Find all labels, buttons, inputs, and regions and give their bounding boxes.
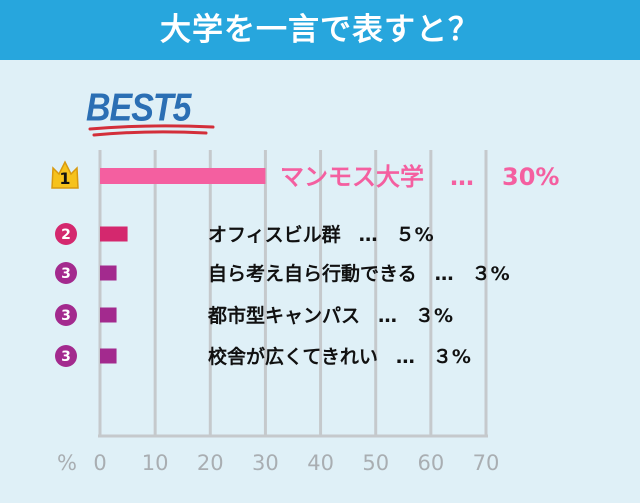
bar [100, 265, 117, 281]
x-tick-label: 10 [142, 451, 169, 475]
category-label: 自ら考え自ら行動できる [208, 262, 417, 285]
data-label: 30% [502, 163, 559, 191]
data-label: ５% [396, 224, 434, 246]
x-tick-label: 20 [197, 451, 224, 475]
x-tick-label: 50 [362, 451, 389, 475]
rank-badge [55, 304, 77, 326]
rank-number: 3 [61, 266, 71, 282]
rank-badge [55, 262, 77, 284]
crown-icon [51, 160, 79, 189]
data-label: ３% [433, 346, 471, 368]
header-banner: 大学を一言で表すと？ [0, 0, 640, 60]
best-underline [88, 124, 215, 137]
category-label: オフィスビル群 [208, 223, 341, 246]
rank-number: 3 [61, 349, 71, 365]
rank-badge [55, 223, 77, 245]
rank-number: 2 [61, 227, 71, 243]
x-tick-label: 70 [473, 451, 500, 475]
separator: … [450, 163, 474, 191]
page-title: 大学を一言で表すと？ [160, 12, 480, 48]
bar [100, 307, 117, 323]
x-tick-label: 0 [93, 451, 106, 475]
bar [100, 226, 128, 242]
category-label: 都市型キャンパス [207, 304, 360, 327]
data-label: ３% [415, 305, 453, 327]
category-label: マンモス大学 [280, 163, 424, 191]
bar [100, 168, 266, 184]
x-tick-label: 60 [417, 451, 444, 475]
rank-number: 1 [59, 169, 70, 188]
best-label: BEST5 [86, 86, 192, 130]
rank-badge [55, 345, 77, 367]
rank-number: 3 [61, 308, 71, 324]
separator: … [359, 224, 378, 246]
bar [100, 348, 117, 364]
separator: … [435, 263, 454, 285]
separator: … [396, 346, 415, 368]
data-label: ３% [472, 263, 510, 285]
category-label: 校舎が広くてきれい [208, 345, 378, 368]
x-axis-label: % [57, 451, 77, 475]
x-tick-label: 40 [307, 451, 334, 475]
separator: … [378, 305, 397, 327]
x-tick-label: 30 [252, 451, 279, 475]
